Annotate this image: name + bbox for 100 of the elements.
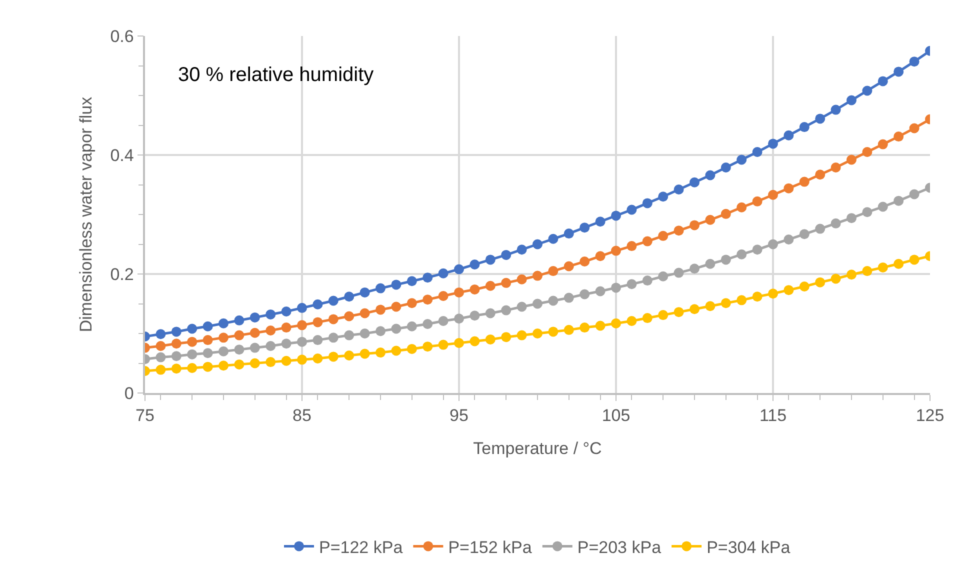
- point: [328, 332, 338, 343]
- point: [690, 220, 700, 230]
- x-tick-label: 75: [136, 406, 154, 426]
- point: [202, 321, 213, 332]
- point: [846, 154, 856, 165]
- point: [752, 147, 762, 158]
- point: [720, 208, 731, 219]
- point: [799, 229, 810, 240]
- point: [501, 250, 512, 260]
- point: [266, 341, 276, 351]
- point: [705, 301, 716, 312]
- point: [297, 320, 307, 330]
- point: [218, 360, 228, 371]
- point: [187, 336, 198, 347]
- point: [752, 196, 762, 206]
- point: [658, 192, 668, 202]
- point: [674, 184, 684, 195]
- y-axis-title: Dimensionless water vapor flux: [76, 96, 96, 332]
- point: [548, 326, 558, 337]
- point: [705, 214, 716, 225]
- point: [297, 336, 307, 347]
- point: [470, 310, 480, 321]
- x-tick-label: 125: [916, 406, 944, 426]
- point: [516, 274, 527, 284]
- point: [752, 292, 762, 302]
- point: [815, 114, 826, 124]
- point: [626, 204, 637, 215]
- point: [187, 324, 198, 334]
- point: [485, 308, 496, 318]
- point: [580, 222, 590, 233]
- point: [878, 202, 888, 212]
- x-tick-label: 115: [759, 406, 787, 426]
- x-tick-label: 95: [450, 406, 468, 426]
- point: [376, 326, 386, 336]
- point: [171, 364, 182, 374]
- point: [312, 299, 323, 310]
- point: [266, 309, 276, 320]
- point: [674, 226, 684, 236]
- point: [862, 266, 872, 276]
- point: [658, 230, 668, 241]
- point: [266, 357, 276, 368]
- point: [564, 292, 574, 303]
- point: [720, 162, 731, 172]
- point: [281, 306, 292, 316]
- point: [642, 313, 652, 324]
- point: [376, 348, 386, 358]
- point: [422, 272, 433, 283]
- point: [894, 258, 904, 269]
- point: [595, 286, 606, 296]
- point: [736, 295, 747, 306]
- point: [266, 326, 276, 336]
- point: [548, 234, 558, 244]
- point: [202, 362, 213, 372]
- point: [344, 330, 354, 340]
- point: [595, 216, 606, 227]
- point: [768, 190, 778, 200]
- point: [815, 224, 826, 234]
- point: [611, 282, 621, 293]
- point: [438, 316, 448, 326]
- point: [894, 132, 904, 142]
- point: [391, 280, 402, 290]
- point: [171, 351, 182, 362]
- point: [501, 305, 512, 316]
- point: [297, 302, 307, 313]
- point: [830, 274, 841, 284]
- point: [611, 246, 621, 256]
- point: [376, 304, 386, 315]
- point: [202, 348, 213, 358]
- point: [312, 353, 323, 364]
- legend-label: P=152 kPa: [448, 538, 532, 557]
- y-tick-label: 0.6: [110, 26, 134, 46]
- point: [470, 284, 480, 294]
- point: [360, 287, 370, 298]
- point: [344, 350, 354, 361]
- point: [595, 320, 606, 331]
- point: [720, 298, 731, 308]
- point: [281, 356, 292, 366]
- point: [705, 170, 716, 180]
- point: [250, 312, 260, 322]
- point: [406, 344, 417, 354]
- legend-label: P=304 kPa: [706, 538, 791, 557]
- point: [250, 328, 260, 338]
- point: [626, 279, 637, 290]
- x-axis-title: Temperature / °C: [473, 439, 602, 458]
- point: [564, 261, 574, 272]
- point: [784, 130, 794, 140]
- point: [642, 276, 652, 286]
- point: [532, 298, 542, 309]
- point: [328, 296, 338, 306]
- point: [187, 363, 198, 374]
- y-tick-label: 0.4: [110, 146, 134, 165]
- point: [862, 86, 872, 96]
- point: [815, 277, 826, 288]
- point: [156, 364, 166, 375]
- point: [658, 310, 668, 320]
- point: [218, 318, 228, 328]
- point: [234, 344, 244, 355]
- point: [690, 264, 700, 274]
- y-tick-label: 0.2: [110, 264, 134, 284]
- point: [532, 239, 542, 250]
